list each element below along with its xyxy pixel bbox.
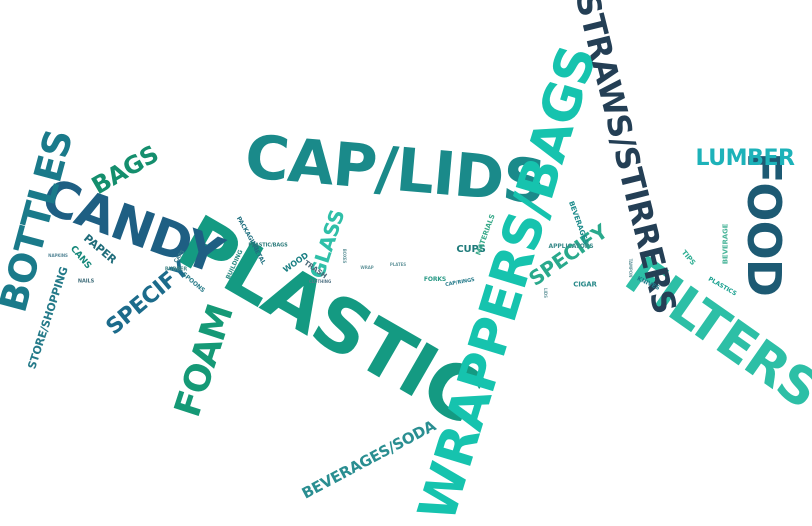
word-tips: TIPS — [679, 248, 697, 267]
word-wrap: WRAP — [360, 265, 374, 270]
word-plastic-bags: PLASTIC/BAGS — [248, 242, 288, 249]
word-applicators: APPLICATORS — [548, 243, 594, 250]
word-foam: FOAM — [167, 299, 242, 422]
word-cups: CUPS — [456, 244, 486, 255]
word-plates: PLATES — [389, 262, 407, 267]
word-tampon: TAMPON — [628, 258, 633, 278]
word-lids: LIDS — [543, 288, 548, 298]
word-cans: CANS — [67, 244, 93, 272]
word-cap-rings: CAP/RINGS — [444, 276, 476, 289]
word-clothing: CLOTHING — [308, 279, 332, 284]
word-beverage: BEVERAGE — [721, 223, 730, 265]
word-straws-stirrers: STRAWS/STIRRERS — [567, 0, 685, 318]
word-food: FOOD — [737, 151, 791, 297]
word-napkins: NAPKINS — [48, 253, 68, 258]
word-lumber: LUMBER — [695, 146, 795, 171]
word-bags: BAGS — [86, 139, 164, 201]
word-rubber: RUBBER — [164, 266, 188, 273]
word-cigar: CIGAR — [573, 280, 597, 289]
word-nails: NAILS — [77, 278, 95, 285]
word-boxes: BOXES — [342, 248, 347, 264]
word-forks: FORKS — [423, 276, 447, 283]
